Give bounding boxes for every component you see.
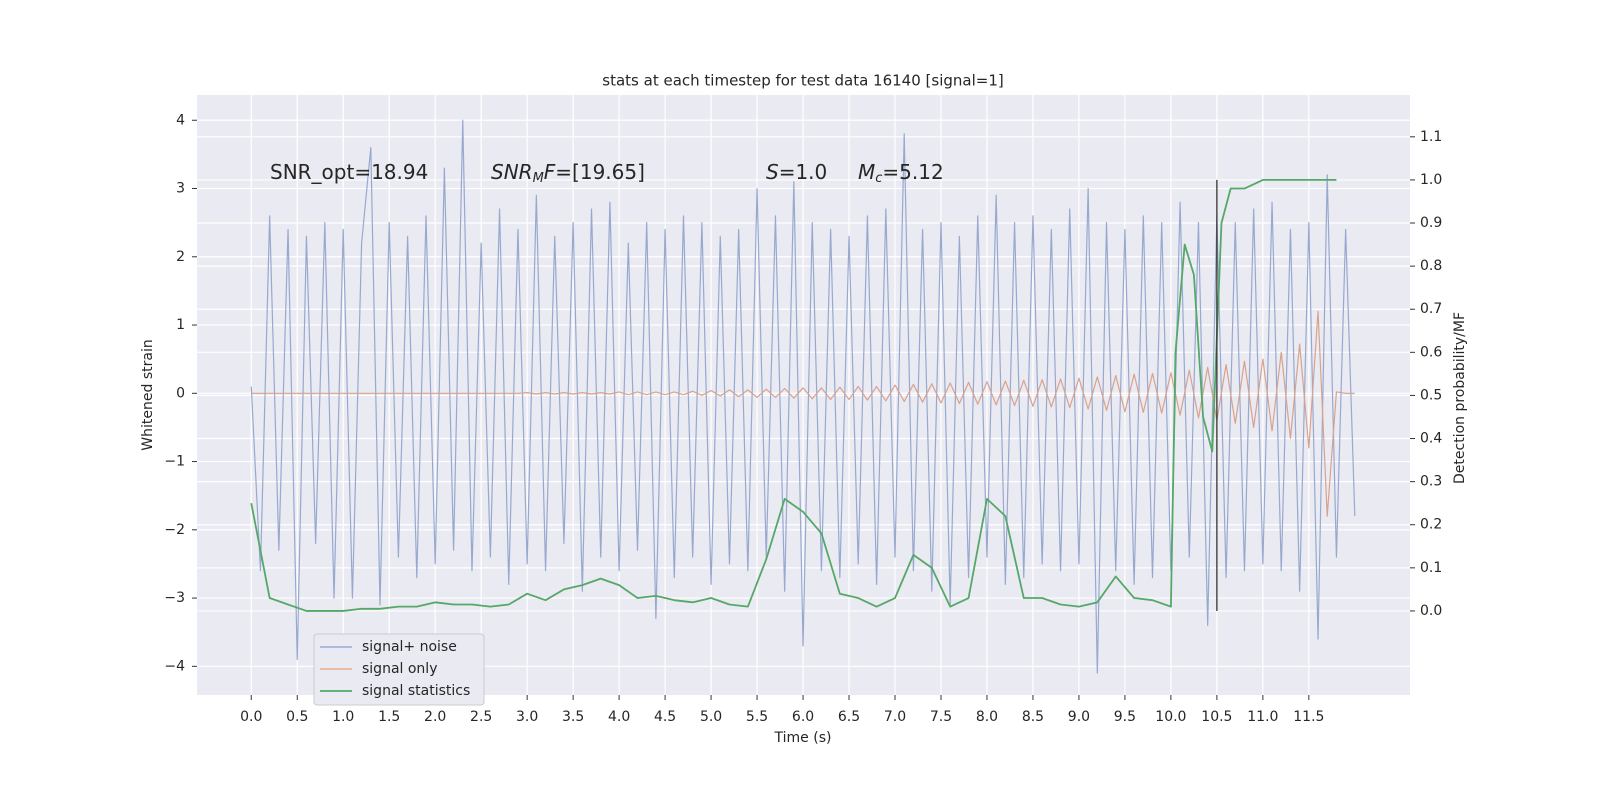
x-tick-label: 4.5 — [654, 709, 676, 725]
y2-tick-label: 0.4 — [1420, 431, 1442, 447]
marks — [250, 119, 1356, 674]
annotation-part: =5.12 — [882, 160, 943, 184]
annotation-part: S — [766, 160, 779, 184]
y2-tick-label: 1.1 — [1420, 129, 1442, 145]
x-tick-label: 0.5 — [286, 709, 308, 725]
x-tick-label: 9.5 — [1114, 709, 1136, 725]
y2-tick-label: 0.9 — [1420, 215, 1442, 231]
x-tick-label: 10.0 — [1155, 709, 1186, 725]
annotation: SNR_opt=18.94 — [270, 160, 428, 184]
y-tick-label: −3 — [164, 590, 185, 606]
legend-label: signal statistics — [362, 683, 470, 699]
y2-tick-label: 0.7 — [1420, 301, 1442, 317]
x-tick-label: 7.5 — [930, 709, 952, 725]
y2-tick-label: 0.2 — [1420, 517, 1442, 533]
x-tick-label: 1.0 — [332, 709, 354, 725]
x-tick-label: 2.5 — [470, 709, 492, 725]
x-tick-label: 11.5 — [1293, 709, 1324, 725]
y-tick-label: 0 — [176, 385, 185, 401]
annotation-part: SNR_opt=18.94 — [270, 160, 428, 184]
y-tick-label: −2 — [164, 522, 185, 538]
x-tick-label: 0.0 — [240, 709, 262, 725]
x-tick-label: 5.0 — [700, 709, 722, 725]
legend-label: signal+ noise — [362, 639, 457, 655]
y2-tick-label: 1.0 — [1420, 172, 1442, 188]
x-tick-label: 8.5 — [1022, 709, 1044, 725]
annotations: SNR_opt=18.94 SNRMF=[19.65] S=1.0 Mc=5.12 — [270, 160, 944, 186]
x-tick-label: 11.0 — [1247, 709, 1278, 725]
x-tick-label: 2.0 — [424, 709, 446, 725]
series-line — [250, 179, 1337, 612]
annotation-part: M — [533, 171, 544, 186]
axes: 0.0 0.5 1.0 1.5 2.0 2.5 3.0 3.5 4.0 4.5 5.0 5.5 6.0 6… — [164, 112, 1442, 725]
x-tick-label: 6.0 — [792, 709, 814, 725]
y-tick-label: 1 — [176, 317, 185, 333]
x-tick-label: 5.5 — [746, 709, 768, 725]
annotation-part: c — [875, 171, 882, 186]
y-tick-label: 4 — [176, 112, 185, 128]
legend-box — [313, 633, 485, 706]
annotation-part: =[19.65] — [555, 160, 645, 184]
x-tick-label: 3.5 — [562, 709, 584, 725]
annotation: Mc=5.12 — [858, 160, 944, 186]
x-tick-label: 1.5 — [378, 709, 400, 725]
annotation: S=1.0 — [766, 160, 827, 184]
y-tick-label: −4 — [164, 658, 185, 674]
x-tick-label: 6.5 — [838, 709, 860, 725]
y2-axis-label: Detection probability/MF — [1452, 312, 1468, 484]
y-tick-label: 2 — [176, 249, 185, 265]
y-axis-label: Whitened strain — [140, 339, 156, 450]
x-tick-label: 10.5 — [1201, 709, 1232, 725]
x-tick-label: 9.0 — [1068, 709, 1090, 725]
y2-tick-label: 0.5 — [1420, 387, 1442, 403]
annotation-part: F — [544, 160, 556, 184]
annotation: SNRMF=[19.65] — [491, 160, 645, 186]
x-tick-label: 8.0 — [976, 709, 998, 725]
annotation-part: SNR — [491, 160, 533, 184]
chart-title: stats at each timestep for test data 161… — [602, 72, 1003, 90]
annotation-part: =1.0 — [779, 160, 828, 184]
legend: signal+ noise signal only signal statistic… — [313, 633, 485, 706]
y2-tick-label: 0.1 — [1420, 560, 1442, 576]
y-tick-label: 3 — [176, 181, 185, 197]
series-line — [251, 310, 1355, 517]
x-tick-label: 7.0 — [884, 709, 906, 725]
x-tick-label: 3.0 — [516, 709, 538, 725]
annotation-part: M — [858, 160, 875, 184]
y2-tick-label: 0.6 — [1420, 344, 1442, 360]
y2-tick-label: 0.8 — [1420, 258, 1442, 274]
y2-tick-label: 0.3 — [1420, 474, 1442, 490]
y-tick-label: −1 — [164, 454, 185, 470]
legend-label: signal only — [362, 661, 437, 677]
y2-tick-label: 0.0 — [1420, 603, 1442, 619]
x-tick-label: 4.0 — [608, 709, 630, 725]
x-axis-label: Time (s) — [774, 730, 832, 746]
